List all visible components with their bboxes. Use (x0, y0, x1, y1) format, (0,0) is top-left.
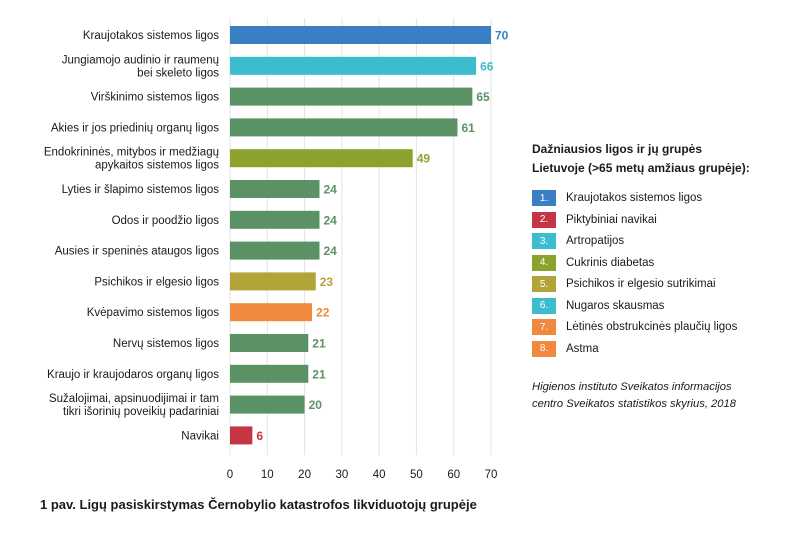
category-label: Akies ir jos priedinių organų ligos (51, 122, 219, 134)
category-label: Navikai (181, 430, 219, 442)
x-tick-label: 10 (261, 469, 274, 481)
x-tick-label: 40 (373, 469, 386, 481)
category-label: Endokrininės, mitybos ir medžiagų apykait… (44, 147, 219, 172)
legend-item: 7. Lėtinės obstrukcinės plaučių ligos (532, 319, 794, 335)
legend-number-badge: 6. (532, 297, 556, 314)
legend-item: 6. Nugaros skausmas (532, 297, 794, 314)
legend-item: 4. Cukrinis diabetas (532, 254, 794, 271)
bar (230, 26, 491, 44)
legend-item-label: Artropatijos (566, 235, 625, 247)
source-line2: centro Sveikatos statistikos skyrius, 20… (532, 397, 736, 410)
bar (230, 395, 305, 414)
legend-item-label: Astma (566, 342, 599, 355)
grid-lines (229, 18, 492, 455)
legend-item-label: Cukrinis diabetas (566, 256, 655, 269)
legend-number-badge: 4. (532, 254, 556, 271)
category-label: Sužalojimai, apsinuodijimai ir tam tikri … (49, 393, 219, 418)
legend-item: 3. Artropatijos (532, 233, 794, 249)
x-tick-label: 60 (447, 469, 460, 481)
value-label: 61 (461, 121, 475, 135)
value-label: 22 (316, 306, 330, 320)
source-line1: Higienos instituto Sveikatos informacijo… (532, 380, 732, 393)
legend-number-badge: 2. (532, 211, 556, 228)
legend-number-badge: 5. (532, 276, 556, 292)
category-label: Odos ir poodžio ligos (112, 215, 220, 227)
value-labels: 70 66 65 61 49 24 24 24 23 22 21 21 20 6 (256, 29, 508, 443)
figure-caption: 1 pav. Ligų pasiskirstymas Černobylio ka… (40, 497, 477, 512)
x-tick-label: 70 (485, 469, 498, 481)
x-tick-label: 50 (410, 469, 423, 481)
bar (230, 118, 458, 137)
value-label: 20 (309, 398, 323, 412)
legend-title: Dažniausios ligos ir jų grupės Lietuvoje… (532, 140, 794, 178)
legend-number-badge: 7. (532, 319, 556, 335)
legend-title-line1: Dažniausios ligos ir jų grupės (532, 142, 703, 156)
value-label: 24 (323, 244, 337, 258)
bar (230, 241, 320, 260)
bar (230, 426, 253, 445)
bar-chart: Kraujotakos sistemos ligos Jungiamojo aud… (44, 18, 509, 481)
legend-item-label: Kraujotakos sistemos ligos (566, 192, 703, 204)
category-label: Kraujotakos sistemos ligos (83, 30, 219, 42)
category-label: Kvėpavimo sistemos ligos (87, 307, 220, 319)
legend-items: 1. Kraujotakos sistemos ligos 2. Piktybi… (532, 190, 794, 357)
value-label: 66 (480, 59, 494, 73)
bar (230, 272, 316, 291)
value-label: 6 (256, 429, 263, 443)
legend-number-badge: 3. (532, 233, 556, 249)
legend-number-badge: 8. (532, 340, 556, 357)
bar (230, 364, 309, 383)
category-label: Nervų sistemos ligos (113, 338, 219, 350)
x-tick-label: 0 (227, 469, 233, 481)
legend-item-label: Psichikos ir elgesio sutrikimai (566, 278, 716, 290)
bar (230, 56, 477, 75)
category-label: Lyties ir šlapimo sistemos ligos (62, 184, 220, 196)
bar (230, 149, 413, 168)
category-labels: Kraujotakos sistemos ligos Jungiamojo aud… (44, 30, 219, 442)
x-tick-label: 30 (335, 469, 348, 481)
value-label: 23 (320, 275, 334, 289)
bar (230, 87, 473, 106)
value-label: 21 (312, 337, 326, 351)
category-label: Ausies ir speninės ataugos ligos (55, 246, 220, 258)
bar (230, 210, 320, 229)
bars (230, 26, 491, 445)
bar (230, 180, 320, 198)
source-note: Higienos instituto Sveikatos informacijo… (532, 379, 794, 413)
legend-item: 1. Kraujotakos sistemos ligos (532, 190, 794, 206)
legend-title-line2: Lietuvoje (>65 metų amžiaus grupėje): (532, 161, 750, 175)
value-label: 24 (323, 183, 337, 197)
legend-item-label: Nugaros skausmas (566, 299, 665, 312)
category-label: Jungiamojo audinio ir raumenų bei skeleto… (62, 54, 220, 79)
value-label: 24 (323, 213, 337, 227)
x-tick-label: 20 (298, 469, 311, 481)
category-label: Psichikos ir elgesio ligos (94, 276, 219, 288)
legend-item: 2. Piktybiniai navikai (532, 211, 794, 228)
value-label: 21 (312, 367, 326, 381)
legend-item: 5. Psichikos ir elgesio sutrikimai (532, 276, 794, 292)
bar (230, 303, 313, 322)
legend-item-label: Lėtinės obstrukcinės plaučių ligos (566, 321, 738, 333)
x-axis-ticks: 0 10 20 30 40 50 60 70 (227, 469, 498, 481)
value-label: 65 (476, 90, 490, 104)
category-label: Kraujo ir kraujodaros organų ligos (47, 369, 219, 381)
legend-item: 8. Astma (532, 340, 794, 357)
category-label: Virškinimo sistemos ligos (91, 92, 219, 104)
legend-number-badge: 1. (532, 190, 556, 206)
value-label: 70 (495, 29, 509, 43)
legend: Dažniausios ligos ir jų grupės Lietuvoje… (532, 140, 794, 413)
value-label: 49 (417, 152, 431, 166)
bar (230, 334, 309, 352)
legend-item-label: Piktybiniai navikai (566, 213, 657, 226)
